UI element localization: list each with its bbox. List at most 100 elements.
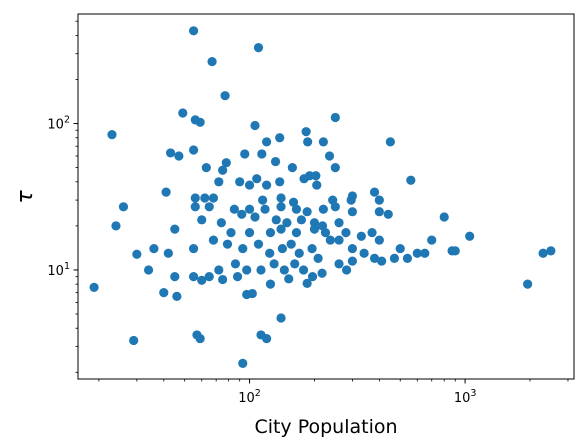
x-axis-ticks: 102 103 [98,379,569,406]
data-point [389,253,400,263]
data-point [359,248,369,258]
data-point [450,246,460,256]
data-point [197,275,207,285]
data-point [208,193,219,203]
data-point [238,358,248,369]
data-point [201,163,211,173]
data-point [188,145,199,155]
data-point [170,224,180,234]
data-point [374,195,384,205]
data-point [256,265,266,275]
data-point [374,235,384,245]
data-point [208,235,219,245]
data-point [143,265,154,275]
y-tick-label: 102 [47,115,70,133]
data-point [170,272,180,282]
data-point [129,335,139,346]
data-point [253,239,264,249]
x-tick-label: 103 [454,388,477,406]
data-point [334,259,344,269]
data-point [439,212,449,222]
data-point [299,174,309,184]
data-point [287,163,297,173]
data-point [302,278,312,288]
data-point [107,130,117,140]
data-point [334,218,344,228]
data-point [262,180,272,190]
data-point [282,218,292,228]
data-point [200,193,210,203]
y-axis-ticks: 101 102 [47,20,78,373]
y-tick-label: 101 [47,261,70,279]
data-point [89,282,99,293]
data-point [190,193,200,203]
data-point [229,204,239,214]
data-point [247,288,257,299]
data-point [163,248,173,258]
data-point [265,279,276,289]
data-point [313,253,323,263]
data-point [347,207,357,217]
data-point [320,227,331,238]
data-point [546,246,556,256]
data-point [174,151,184,161]
x-tick-label: 102 [238,388,261,406]
data-point [330,163,340,173]
scatter-points [89,26,556,369]
data-point [220,91,230,101]
data-point [218,165,228,175]
data-point [222,239,233,249]
data-point [240,149,250,159]
data-point [311,171,321,181]
data-point [221,158,231,168]
data-point [356,231,366,241]
data-point [195,333,205,344]
data-point [347,243,357,254]
data-point [286,239,296,249]
data-point [276,313,286,323]
data-point [291,204,302,214]
data-point [260,204,270,214]
data-point [523,279,533,289]
data-point [309,224,320,234]
data-point [288,197,299,207]
data-point [149,243,159,254]
data-point [270,156,281,167]
data-point [385,137,395,147]
data-point [383,209,393,219]
data-point [307,243,317,254]
data-point [204,272,214,282]
data-point [334,235,344,245]
data-point [190,202,200,212]
y-axis-label: τ [13,190,38,204]
data-point [262,137,272,147]
data-point [244,180,255,190]
data-point [325,235,335,245]
data-point [252,174,262,184]
data-point [369,187,380,197]
data-point [277,243,287,254]
data-point [172,291,182,301]
data-point [294,248,304,258]
data-point [302,207,312,217]
data-point [188,272,199,282]
data-point [367,227,377,238]
data-point [276,202,286,212]
data-point [204,202,214,212]
data-point [309,218,320,228]
data-point [347,256,357,266]
data-point [237,209,247,219]
data-point [377,256,387,266]
data-point [290,259,300,269]
data-point [538,248,548,258]
data-point [317,268,327,278]
data-point [269,259,279,269]
data-point [342,265,352,275]
data-point [242,265,252,275]
data-point [271,215,281,225]
data-point [161,187,171,197]
data-point [298,265,309,275]
data-point [369,253,380,263]
data-point [330,112,340,123]
